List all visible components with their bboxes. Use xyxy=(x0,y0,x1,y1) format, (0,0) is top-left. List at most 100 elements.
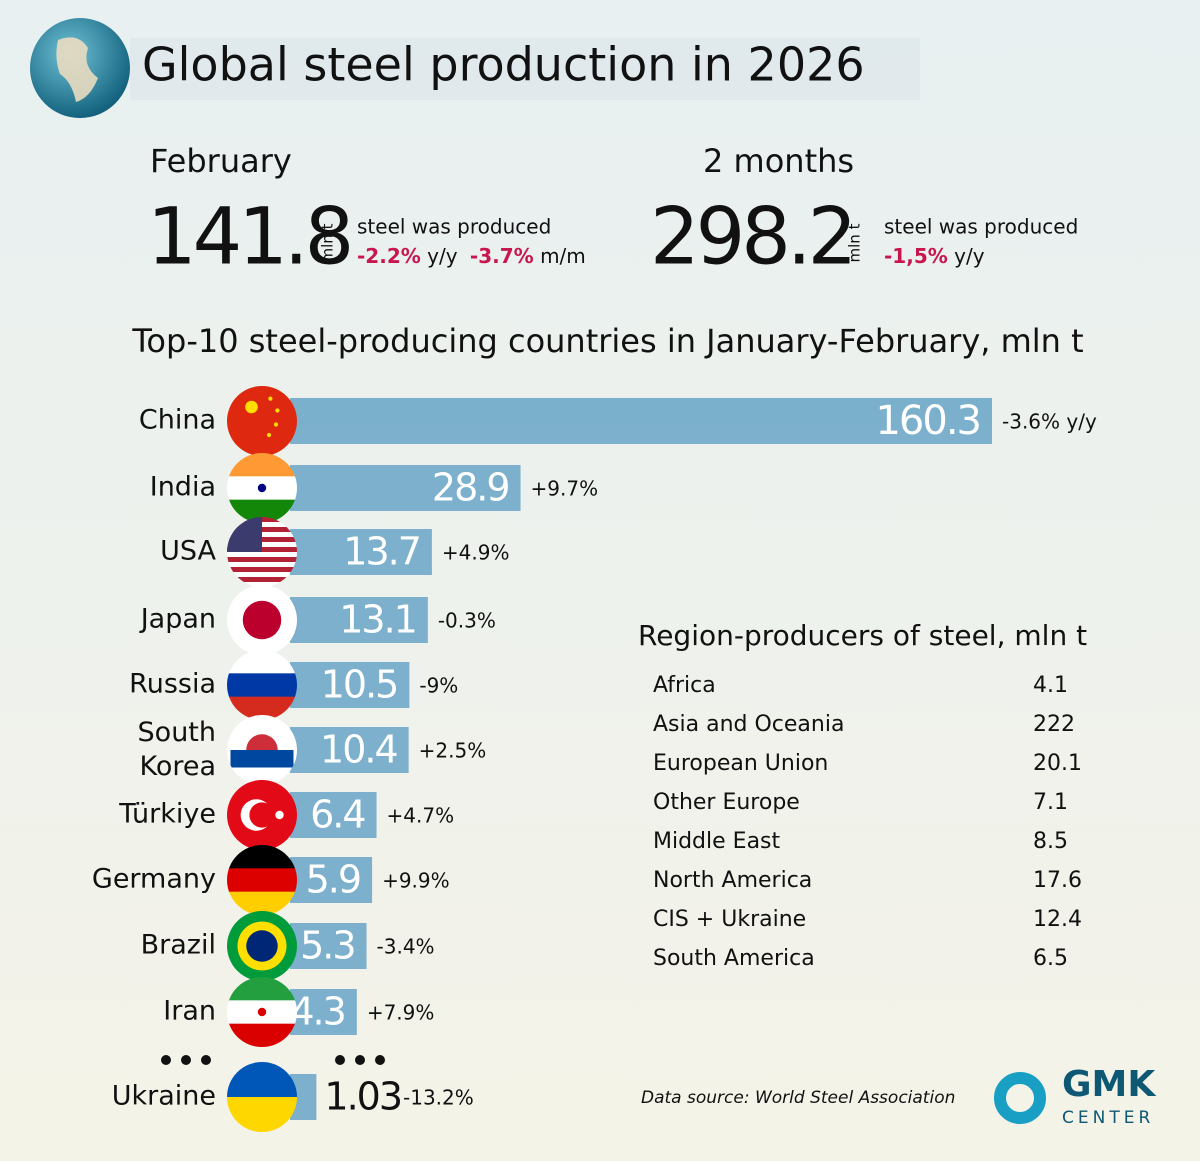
change: -1,5% xyxy=(884,244,948,268)
category-label: South Korea xyxy=(138,717,216,782)
flag-part xyxy=(257,1007,267,1017)
bar xyxy=(290,857,373,903)
flag-body xyxy=(227,517,297,587)
unit: mln t xyxy=(319,223,337,262)
value-label: 5.3 xyxy=(300,924,354,968)
flag-body xyxy=(227,386,297,456)
flag-body xyxy=(227,780,297,850)
flag-part xyxy=(268,396,273,401)
value-label: 5.9 xyxy=(306,858,360,902)
flag-part xyxy=(227,577,297,582)
bar xyxy=(290,662,410,708)
flag-part xyxy=(227,572,297,577)
change-label: +4.7% xyxy=(387,804,455,828)
category-label: Brazil xyxy=(141,930,216,961)
caption: steel was produced xyxy=(357,215,551,239)
change-line: -2.2% y/y -3.7% m/m xyxy=(357,244,586,268)
change: -3.7% xyxy=(470,244,534,268)
flag-part xyxy=(227,673,297,698)
region-value: 7.1 xyxy=(1033,790,1068,815)
regions-title: Region-producers of steel, mln t xyxy=(638,619,1087,652)
flag-part xyxy=(227,386,297,456)
region-value: 17.6 xyxy=(1033,868,1082,893)
change-label: y/y xyxy=(427,244,458,268)
value-label: 13.7 xyxy=(343,530,420,574)
change-label: -13.2% xyxy=(403,1086,474,1110)
region-name: CIS + Ukraine xyxy=(653,907,806,932)
change-label: +9.7% xyxy=(531,477,599,501)
flag-part xyxy=(227,891,297,915)
flag xyxy=(227,517,297,587)
logo-ring xyxy=(994,1072,1046,1124)
flag-part xyxy=(227,696,297,720)
category-label: Ukraine xyxy=(112,1081,216,1112)
flag-part xyxy=(227,562,297,567)
value-label: 28.9 xyxy=(432,466,509,510)
regions-table: Africa 4.1 Asia and Oceania 222 European Uni… xyxy=(653,673,1082,971)
flag xyxy=(227,386,297,456)
flag-body xyxy=(227,715,297,785)
flag-part xyxy=(227,499,297,523)
logo-subtext: CENTER xyxy=(1062,1108,1154,1128)
flag-body xyxy=(227,1062,297,1132)
change-label: -3.6% y/y xyxy=(1002,410,1097,434)
title: Global steel production in 2026 xyxy=(142,38,865,92)
bar xyxy=(290,727,409,773)
flag-body xyxy=(227,977,297,1047)
value-label: 1.03 xyxy=(324,1075,401,1119)
period: February xyxy=(150,142,292,180)
change-label: +9.9% xyxy=(382,869,450,893)
flag-part xyxy=(273,422,279,427)
big-value: 141.8 xyxy=(147,192,350,282)
flag-part xyxy=(227,582,297,587)
region-name: Middle East xyxy=(653,829,781,854)
flag-part xyxy=(230,750,294,768)
flag-part xyxy=(242,600,282,640)
unit: mln t xyxy=(846,223,864,262)
bar xyxy=(290,597,428,643)
change: -2.2% xyxy=(357,244,421,268)
category-label: Türkiye xyxy=(118,799,216,830)
category-label: China xyxy=(139,405,216,436)
flag xyxy=(227,780,297,850)
change-label: +2.5% xyxy=(419,739,487,763)
caption: steel was produced xyxy=(884,215,1078,239)
flag xyxy=(227,977,297,1047)
flag-part xyxy=(227,567,297,572)
flag-part xyxy=(249,802,275,828)
flag xyxy=(227,585,297,655)
flag-part xyxy=(227,868,297,893)
bar xyxy=(290,923,367,969)
flag-part xyxy=(227,557,297,562)
change-label: y/y xyxy=(954,244,985,268)
region-name: South America xyxy=(653,946,815,971)
bar xyxy=(290,989,357,1035)
flag xyxy=(227,911,297,981)
category-label: Iran xyxy=(163,996,216,1027)
region-name: North America xyxy=(653,868,812,893)
bar xyxy=(290,465,521,511)
value-label: 10.5 xyxy=(321,663,398,707)
value-label: 10.4 xyxy=(320,728,397,772)
flag xyxy=(227,1062,297,1132)
big-value: 298.2 xyxy=(650,192,853,282)
value-label: 6.4 xyxy=(310,793,365,837)
category-label: USA xyxy=(160,536,216,567)
change-label: +4.9% xyxy=(442,541,510,565)
region-value: 12.4 xyxy=(1033,907,1082,932)
change-label: +7.9% xyxy=(367,1001,435,1025)
change-label: -0.3% xyxy=(438,609,496,633)
flag-part xyxy=(246,930,278,962)
category-label: Russia xyxy=(129,669,216,700)
region-value: 222 xyxy=(1033,712,1075,737)
region-name: Other Europe xyxy=(653,790,800,815)
source: Data source: World Steel Association xyxy=(641,1088,955,1108)
flag-part xyxy=(227,1023,297,1047)
value-label: 13.1 xyxy=(339,598,416,642)
flag-part xyxy=(266,432,272,438)
change-label: -9% xyxy=(419,674,458,698)
flag xyxy=(227,715,297,785)
bar xyxy=(290,529,432,575)
bar xyxy=(290,792,377,838)
